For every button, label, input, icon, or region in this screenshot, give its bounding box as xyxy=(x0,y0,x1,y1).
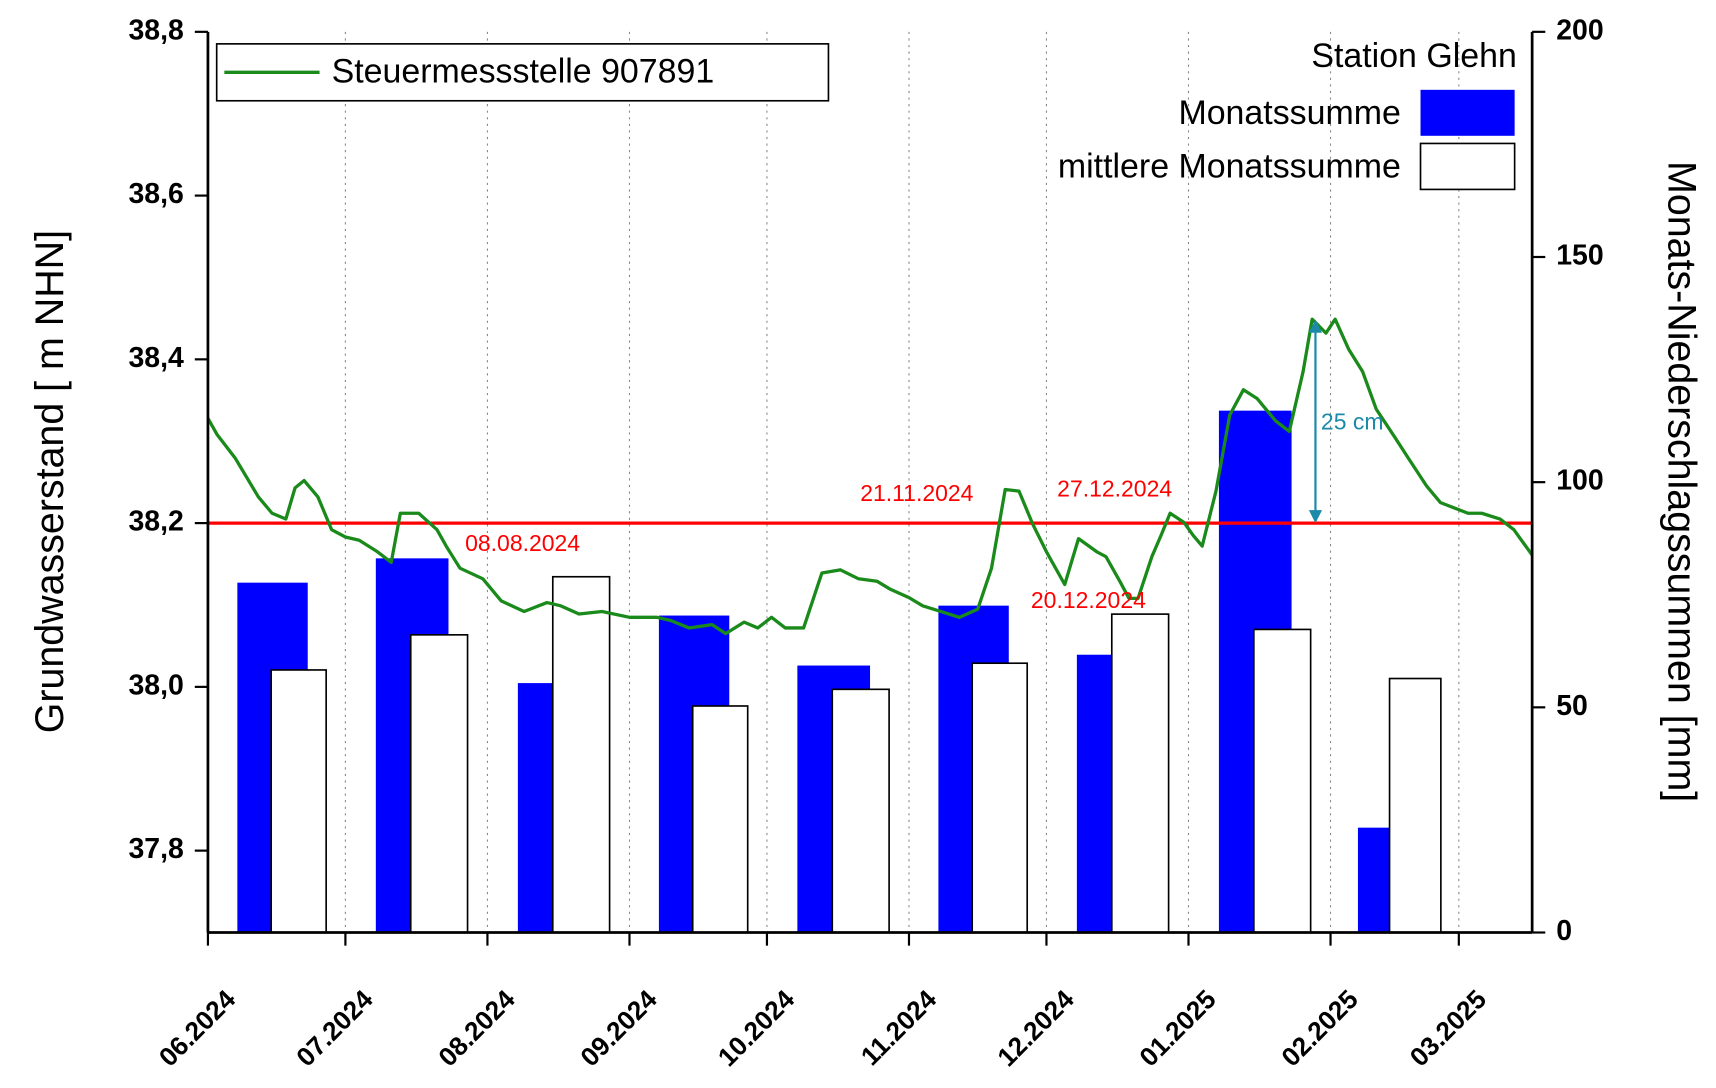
bar xyxy=(831,688,890,934)
legend-label: mittlere Monatssumme xyxy=(1058,148,1401,186)
legend-title: Station Glehn xyxy=(1311,37,1516,75)
y2-tick-label: 150 xyxy=(1556,240,1603,272)
y2-tick-label: 50 xyxy=(1556,690,1588,722)
y2-axis-title: Monats-Niederschlagssummen [mm] xyxy=(1659,161,1703,802)
y-tick-label: 38,2 xyxy=(128,506,183,538)
legend-label: Steuermessstelle 907891 xyxy=(332,52,715,90)
legend-label: Monatssumme xyxy=(1178,94,1400,132)
legend-swatch xyxy=(1420,89,1515,136)
bar xyxy=(270,669,327,934)
annotation: 25 cm xyxy=(1321,409,1384,435)
y-tick-label: 38,0 xyxy=(128,669,183,701)
y2-tick-label: 200 xyxy=(1556,14,1603,46)
bar xyxy=(1253,628,1312,934)
bar xyxy=(971,662,1029,934)
y-axis-title: Grundwasserstand [ m NHN] xyxy=(28,230,72,733)
arrow-head xyxy=(1308,510,1323,524)
y-tick-label: 38,6 xyxy=(128,178,183,210)
line xyxy=(206,317,1534,636)
annotation: 20.12.2024 xyxy=(1031,587,1146,613)
arrow-head xyxy=(1308,319,1323,333)
y-tick-label: 37,8 xyxy=(128,833,183,865)
legend-swatch xyxy=(1419,142,1516,191)
bar xyxy=(551,575,611,934)
bar xyxy=(409,634,469,934)
measure-arrow xyxy=(1308,319,1323,524)
bar xyxy=(1388,677,1442,934)
bar xyxy=(1110,613,1170,934)
annotation: 21.11.2024 xyxy=(860,480,973,506)
y-tick-label: 38,8 xyxy=(128,14,183,46)
bar xyxy=(691,705,749,934)
y2-tick-label: 100 xyxy=(1556,465,1603,497)
y-tick-label: 38,4 xyxy=(128,342,184,374)
annotation: 08.08.2024 xyxy=(465,530,580,556)
annotation: 27.12.2024 xyxy=(1057,475,1172,501)
y2-tick-label: 0 xyxy=(1556,915,1572,947)
